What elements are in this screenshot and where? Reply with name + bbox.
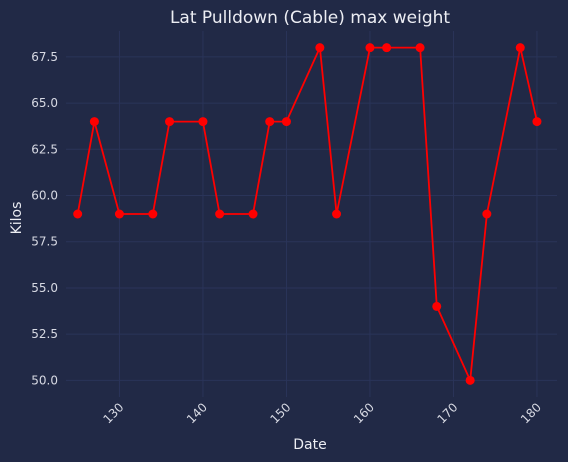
y-tick-label: 62.5: [31, 142, 58, 156]
data-point: [532, 117, 541, 126]
data-point: [466, 376, 475, 385]
data-point: [215, 210, 224, 219]
y-tick-label: 57.5: [31, 235, 58, 249]
data-point: [265, 117, 274, 126]
y-tick-label: 50.0: [31, 373, 58, 387]
data-point: [165, 117, 174, 126]
data-point: [432, 302, 441, 311]
data-point: [282, 117, 291, 126]
y-tick-label: 60.0: [31, 189, 58, 203]
chart-title: Lat Pulldown (Cable) max weight: [170, 8, 450, 28]
y-axis-label: Kilos: [9, 202, 25, 235]
y-tick-label: 67.5: [31, 50, 58, 64]
x-axis-label: Date: [293, 437, 326, 453]
data-point: [416, 43, 425, 52]
y-tick-label: 65.0: [31, 96, 58, 110]
data-point: [332, 210, 341, 219]
data-point: [365, 43, 374, 52]
data-point: [73, 210, 82, 219]
data-point: [382, 43, 391, 52]
data-point: [148, 210, 157, 219]
data-point: [249, 210, 258, 219]
data-point: [315, 43, 324, 52]
data-point: [516, 43, 525, 52]
data-point: [115, 210, 124, 219]
data-point: [90, 117, 99, 126]
data-point: [482, 210, 491, 219]
data-point: [198, 117, 207, 126]
y-tick-label: 52.5: [31, 327, 58, 341]
y-tick-label: 55.0: [31, 281, 58, 295]
